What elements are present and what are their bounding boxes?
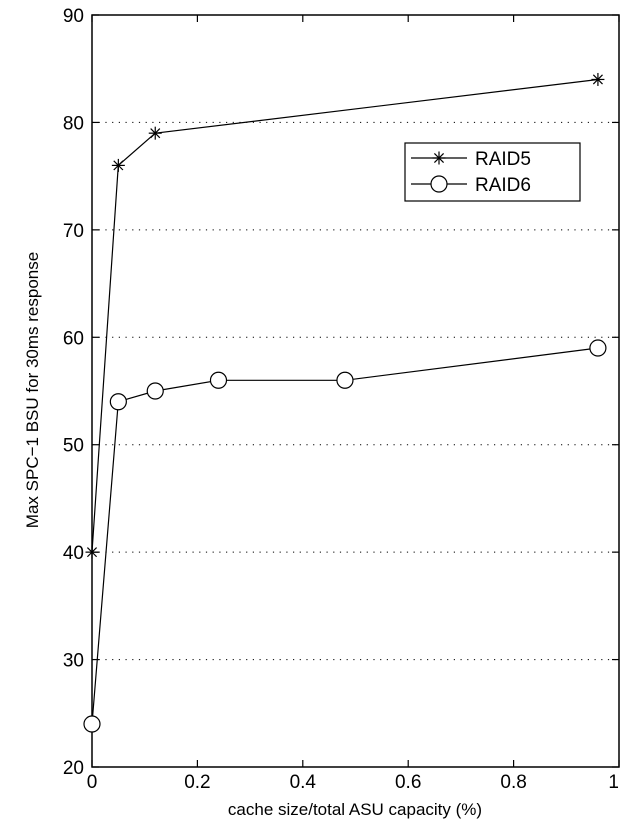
data-point-circle — [109, 393, 127, 411]
y-tick-label: 30 — [63, 651, 84, 672]
x-tick-label: 0.6 — [395, 772, 421, 793]
y-axis-label: Max SPC−1 BSU for 30ms response — [23, 252, 42, 528]
y-tick-label: 70 — [63, 221, 84, 242]
series-line — [91, 78, 598, 553]
y-tick-label: 20 — [63, 758, 84, 779]
grid-lines — [92, 121, 619, 661]
data-point-circle — [589, 339, 607, 357]
x-tick-label: 0.2 — [184, 772, 210, 793]
y-tick-label: 50 — [63, 436, 84, 457]
data-point-circle — [83, 715, 101, 733]
series-line — [91, 347, 598, 725]
legend-label: RAID6 — [475, 175, 531, 196]
x-tick-label: 0.8 — [500, 772, 526, 793]
data-point-asterisk — [148, 126, 162, 140]
legend-marker-circle — [430, 175, 448, 193]
series-raid5 — [85, 72, 605, 559]
axis-ticks: 20 30 40 50 60 70 80 90 0 0.2 0.4 0.6 0.8 1 — [63, 6, 620, 793]
x-axis-label: cache size/total ASU capacity (%) — [228, 800, 482, 819]
legend-box — [404, 142, 581, 202]
y-tick-label: 60 — [63, 328, 84, 349]
y-tick-label: 80 — [63, 113, 84, 134]
data-point-asterisk — [111, 158, 125, 172]
data-series — [83, 72, 607, 733]
y-tick-label: 40 — [63, 543, 84, 564]
legend: RAID5 RAID6 — [404, 142, 581, 202]
data-point-circle — [209, 371, 228, 389]
x-tick-label: 1 — [608, 772, 619, 793]
x-tick-label: 0.4 — [290, 772, 317, 793]
series-raid6 — [83, 339, 607, 733]
x-tick-label: 0 — [87, 772, 98, 793]
legend-marker-asterisk — [432, 151, 446, 165]
data-point-circle — [146, 382, 164, 400]
data-point-asterisk — [591, 72, 605, 86]
plot-frame — [91, 14, 620, 768]
plot-area — [92, 15, 619, 767]
legend-label: RAID5 — [475, 149, 531, 170]
y-tick-label: 90 — [63, 6, 84, 27]
data-point-asterisk — [85, 545, 99, 559]
data-point-circle — [336, 371, 354, 389]
